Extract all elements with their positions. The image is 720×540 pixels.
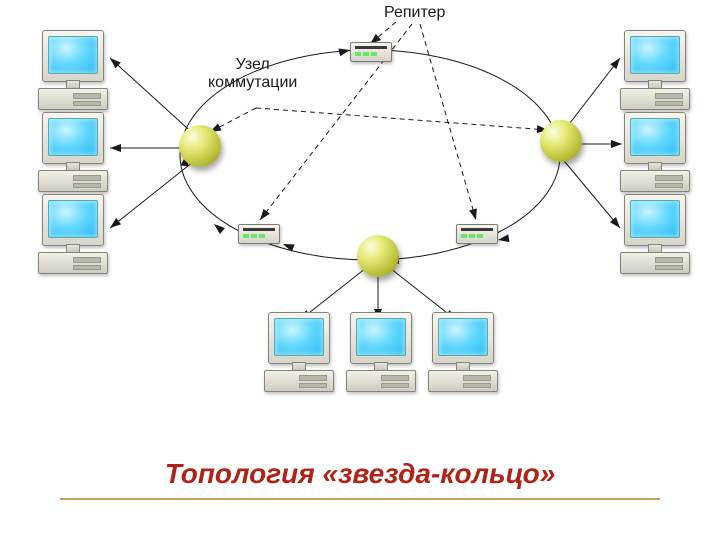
computer-left-2 — [38, 112, 106, 190]
computer-right-1 — [620, 30, 688, 108]
computer-bottom-3 — [428, 312, 496, 390]
computer-right-2 — [620, 112, 688, 190]
computer-bottom-2 — [346, 312, 414, 390]
computer-right-3 — [620, 194, 688, 272]
computer-left-3 — [38, 194, 106, 272]
computer-bottom-1 — [264, 312, 332, 390]
repeater-bottom-right — [456, 224, 498, 244]
computer-left-1 — [38, 30, 106, 108]
switch-node-right — [540, 120, 582, 162]
label-switch-node: Узел коммутации — [208, 56, 297, 92]
repeater-top — [350, 42, 392, 62]
label-repeater: Репитер — [384, 4, 445, 22]
diagram-stage: Репитер Узел коммутации Топология «звезд… — [0, 0, 720, 540]
title-underline — [60, 498, 660, 500]
page-title: Топология «звезда-кольцо» — [0, 458, 720, 490]
switch-node-left — [179, 125, 221, 167]
switch-node-bottom — [357, 235, 399, 277]
repeater-bottom-left — [238, 224, 280, 244]
